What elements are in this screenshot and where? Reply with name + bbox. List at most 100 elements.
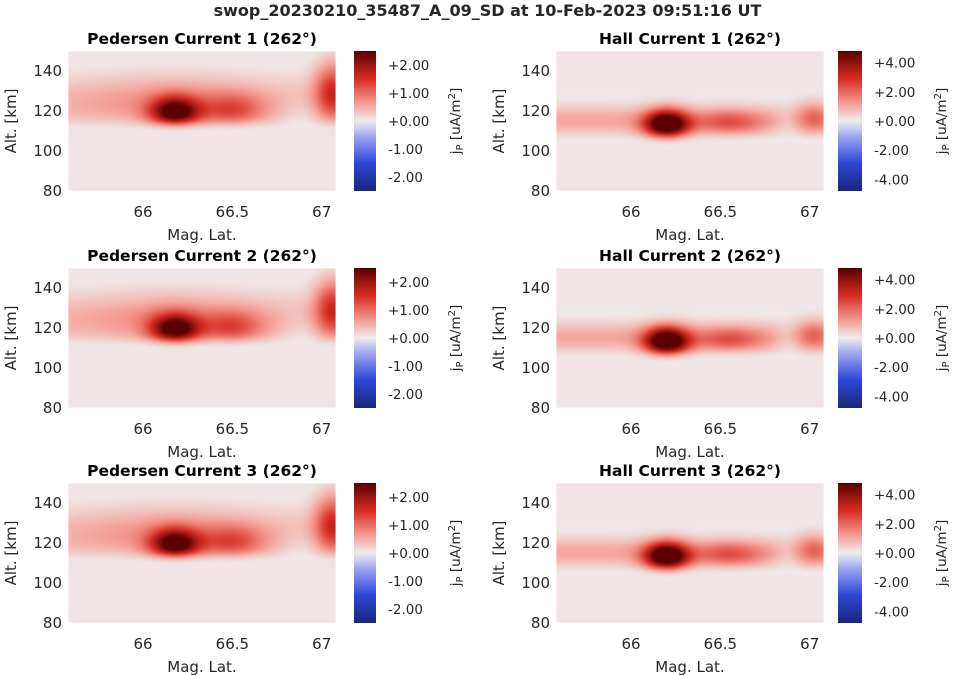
y-axis-label: Alt. [km] <box>490 306 508 371</box>
panel-title: Hall Current 1 (262°) <box>599 30 781 48</box>
y-tick-label: 140 <box>33 494 62 512</box>
colorbar <box>354 51 376 191</box>
panel-title: Pedersen Current 3 (262°) <box>87 462 317 480</box>
x-axis-label: Mag. Lat. <box>167 658 236 675</box>
panel-title: Pedersen Current 2 (262°) <box>87 247 317 265</box>
y-tick-label: 140 <box>521 279 550 297</box>
panel-6: Hall Current 3 (262°) 66 66.5 67 80 100 120 140… <box>490 462 952 675</box>
colorbar-tick-label: +0.00 <box>388 546 429 562</box>
figure-title: swop_20230210_35487_A_09_SD at 10-Feb-20… <box>213 1 762 20</box>
y-tick-label: 100 <box>33 142 62 160</box>
colorbar-tick-label: +4.00 <box>874 273 915 289</box>
y-axis-label: Alt. [km] <box>490 521 508 586</box>
y-tick-label: 140 <box>521 494 550 512</box>
x-tick-label: 66.5 <box>216 635 249 653</box>
colorbar-tick-label: +1.00 <box>388 303 429 319</box>
y-tick-label: 120 <box>33 102 62 120</box>
colorbar-tick-label: -1.00 <box>388 359 423 375</box>
x-tick-label: 66.5 <box>216 203 249 221</box>
x-tick-label: 66.5 <box>216 420 249 438</box>
axes-frame <box>67 267 337 409</box>
colorbar-tick-label: +2.00 <box>874 302 915 318</box>
x-tick-label: 66 <box>621 635 640 653</box>
colorbar-tick-label: +2.00 <box>388 275 429 291</box>
y-tick-label: 120 <box>33 319 62 337</box>
colorbar-tick-label: -2.00 <box>874 360 909 376</box>
panel-4: Hall Current 2 (262°) 66 66.5 67 80 100 120 140… <box>490 247 952 461</box>
heatmap-image <box>68 483 336 623</box>
x-tick-label: 67 <box>312 635 331 653</box>
colorbar-tick-label: +0.00 <box>874 331 915 347</box>
y-tick-label: 80 <box>531 614 550 632</box>
colorbar-tick-label: +0.00 <box>874 114 915 130</box>
colorbar-tick-label: -2.00 <box>388 170 423 186</box>
y-tick-label: 100 <box>33 359 62 377</box>
y-tick-label: 80 <box>43 182 62 200</box>
colorbar-tick-label: -4.00 <box>874 172 909 188</box>
colorbar-tick-label: +1.00 <box>388 86 429 102</box>
y-tick-label: 100 <box>33 574 62 592</box>
axes-frame <box>67 482 337 624</box>
colorbar-tick-label: +4.00 <box>874 56 915 72</box>
y-axis-label: Alt. [km] <box>490 89 508 154</box>
y-tick-label: 120 <box>521 534 550 552</box>
y-tick-label: 80 <box>531 182 550 200</box>
panel-3: Pedersen Current 2 (262°) 66 66.5 67 80 100 12… <box>2 247 466 461</box>
x-tick-label: 67 <box>800 635 819 653</box>
y-tick-label: 80 <box>43 399 62 417</box>
x-tick-label: 66 <box>133 203 152 221</box>
colorbar <box>354 268 376 408</box>
y-tick-label: 140 <box>33 62 62 80</box>
x-axis-label: Mag. Lat. <box>167 443 236 461</box>
colorbar-label: jP [uA/m2] <box>933 305 952 373</box>
y-tick-label: 100 <box>521 359 550 377</box>
y-axis-label: Alt. [km] <box>2 89 20 154</box>
colorbar-tick-label: +2.00 <box>874 85 915 101</box>
colorbar-tick-label: -2.00 <box>388 387 423 403</box>
axes-frame <box>555 482 825 624</box>
y-axis-label: Alt. [km] <box>2 306 20 371</box>
colorbar-tick-label: +2.00 <box>388 58 429 74</box>
x-tick-label: 66 <box>133 420 152 438</box>
colorbar-label: jP [uA/m2] <box>933 88 952 156</box>
x-tick-label: 66.5 <box>704 635 737 653</box>
colorbar-tick-label: +1.00 <box>388 518 429 534</box>
colorbar-tick-label: +2.00 <box>388 490 429 506</box>
x-tick-label: 66 <box>621 420 640 438</box>
colorbar <box>354 483 376 623</box>
x-tick-label: 66 <box>621 203 640 221</box>
panel-title: Pedersen Current 1 (262°) <box>87 30 317 48</box>
colorbar <box>838 268 862 408</box>
colorbar-label: jP [uA/m2] <box>447 305 466 373</box>
x-axis-label: Mag. Lat. <box>167 226 236 244</box>
colorbar-label: jP [uA/m2] <box>447 88 466 156</box>
colorbar-tick-label: +0.00 <box>874 546 915 562</box>
x-tick-label: 67 <box>312 420 331 438</box>
axes-frame <box>67 50 337 192</box>
y-tick-label: 120 <box>33 534 62 552</box>
x-axis-label: Mag. Lat. <box>655 658 724 675</box>
x-axis-label: Mag. Lat. <box>655 226 724 244</box>
y-tick-label: 140 <box>33 279 62 297</box>
colorbar <box>838 51 862 191</box>
colorbar <box>838 483 862 623</box>
panel-title: Hall Current 3 (262°) <box>599 462 781 480</box>
y-tick-label: 100 <box>521 142 550 160</box>
y-tick-label: 120 <box>521 102 550 120</box>
y-tick-label: 140 <box>521 62 550 80</box>
colorbar-tick-label: -1.00 <box>388 574 423 590</box>
colorbar-tick-label: +2.00 <box>874 517 915 533</box>
colorbar-tick-label: -2.00 <box>388 602 423 618</box>
x-tick-label: 67 <box>800 203 819 221</box>
colorbar-label: jP [uA/m2] <box>447 520 466 588</box>
colorbar-tick-label: +4.00 <box>874 488 915 504</box>
colorbar-tick-label: +0.00 <box>388 114 429 130</box>
panel-5: Pedersen Current 3 (262°) 66 66.5 67 80 100 12… <box>2 462 466 675</box>
colorbar-tick-label: -2.00 <box>874 575 909 591</box>
heatmap-image <box>556 268 824 408</box>
y-tick-label: 100 <box>521 574 550 592</box>
x-axis-label: Mag. Lat. <box>655 443 724 461</box>
x-tick-label: 66 <box>133 635 152 653</box>
x-tick-label: 67 <box>800 420 819 438</box>
